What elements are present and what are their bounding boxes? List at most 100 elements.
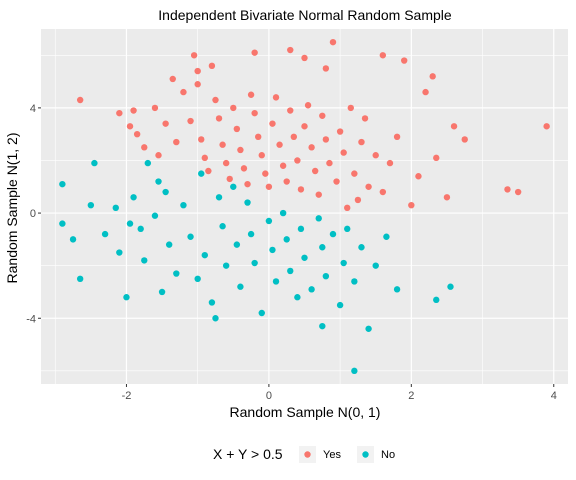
- data-point-yes: [244, 180, 251, 188]
- x-axis: -2 0 2 4: [122, 384, 557, 402]
- data-point-yes: [354, 196, 362, 204]
- legend-key-yes: [304, 451, 311, 458]
- data-point-yes: [386, 159, 394, 167]
- data-point-yes: [162, 120, 169, 127]
- data-point-yes: [230, 104, 237, 112]
- data-point-no: [365, 325, 372, 332]
- data-point-yes: [504, 186, 511, 193]
- y-axis: -4 0 4: [26, 103, 41, 325]
- data-point-no: [144, 159, 152, 167]
- data-point-yes: [408, 201, 415, 209]
- data-point-no: [272, 278, 280, 285]
- data-point-no: [393, 286, 401, 293]
- data-point-yes: [237, 146, 244, 154]
- data-point-no: [101, 230, 109, 238]
- data-point-yes: [461, 136, 468, 143]
- data-point-yes: [294, 157, 301, 164]
- data-point-yes: [151, 104, 159, 112]
- data-point-no: [322, 272, 330, 280]
- legend: X + Y > 0.5 Yes No: [213, 446, 395, 463]
- data-points: [59, 38, 550, 375]
- data-point-no: [87, 201, 95, 209]
- data-point-yes: [141, 144, 148, 151]
- data-point-no: [358, 244, 365, 251]
- data-point-yes: [212, 96, 219, 104]
- data-point-yes: [155, 152, 162, 159]
- data-point-yes: [308, 144, 315, 151]
- data-point-no: [237, 283, 244, 290]
- data-point-no: [344, 225, 351, 233]
- data-point-no: [258, 309, 265, 317]
- data-point-yes: [450, 123, 458, 130]
- data-point-no: [233, 241, 241, 248]
- data-point-no: [158, 288, 166, 296]
- data-point-yes: [433, 154, 440, 162]
- data-point-no: [69, 236, 77, 243]
- x-tick-label: -2: [122, 390, 132, 402]
- data-point-yes: [297, 186, 305, 193]
- data-point-no: [112, 204, 119, 212]
- data-point-no: [433, 296, 440, 304]
- data-point-yes: [276, 141, 283, 148]
- data-point-yes: [233, 125, 241, 133]
- legend-key-no: [362, 451, 369, 458]
- data-point-no: [59, 220, 66, 227]
- data-point-yes: [393, 133, 401, 141]
- data-point-yes: [287, 107, 294, 114]
- data-point-no: [126, 220, 134, 227]
- data-point-yes: [315, 191, 322, 198]
- data-point-yes: [173, 138, 180, 146]
- data-point-no: [336, 301, 344, 309]
- data-point-no: [173, 270, 180, 277]
- legend-items: Yes No: [299, 446, 395, 463]
- data-point-yes: [222, 159, 230, 167]
- data-point-no: [137, 225, 144, 233]
- data-point-no: [208, 299, 216, 306]
- data-point-yes: [133, 130, 141, 138]
- data-point-yes: [116, 109, 123, 117]
- data-point-no: [294, 294, 301, 301]
- data-point-no: [319, 322, 326, 330]
- data-point-yes: [422, 88, 429, 96]
- data-point-yes: [322, 65, 330, 72]
- data-point-no: [91, 159, 98, 167]
- data-point-no: [155, 178, 162, 185]
- data-point-no: [151, 212, 159, 219]
- data-point-yes: [198, 136, 205, 143]
- data-point-yes: [208, 62, 216, 70]
- data-point-no: [340, 259, 347, 267]
- grid-lines: [41, 29, 568, 384]
- data-point-no: [130, 194, 137, 201]
- data-point-yes: [358, 138, 365, 146]
- data-point-yes: [290, 133, 298, 141]
- data-point-yes: [379, 188, 387, 196]
- data-point-no: [198, 170, 205, 177]
- data-point-no: [194, 275, 201, 283]
- data-point-yes: [130, 107, 137, 114]
- data-point-yes: [365, 183, 372, 190]
- data-point-no: [315, 215, 322, 222]
- y-tick-label: 4: [30, 103, 36, 115]
- data-point-yes: [279, 162, 287, 169]
- data-point-yes: [76, 96, 84, 104]
- data-point-yes: [340, 149, 347, 156]
- data-point-yes: [258, 152, 265, 159]
- data-point-yes: [344, 204, 351, 212]
- data-point-no: [222, 262, 230, 269]
- y-tick-label: -4: [26, 313, 36, 325]
- data-point-no: [283, 236, 290, 243]
- data-point-yes: [215, 115, 223, 122]
- y-axis-title: Random Sample N(1, 2): [4, 133, 20, 284]
- legend-label-yes: Yes: [323, 449, 341, 461]
- legend-label-no: No: [381, 449, 395, 461]
- data-point-yes: [269, 120, 276, 127]
- data-point-yes: [326, 159, 333, 167]
- data-point-yes: [361, 115, 369, 122]
- data-point-yes: [251, 49, 258, 56]
- data-point-no: [244, 199, 251, 206]
- data-point-no: [372, 262, 379, 269]
- data-point-no: [162, 188, 169, 196]
- data-point-yes: [347, 104, 354, 112]
- data-point-no: [123, 294, 130, 301]
- data-point-yes: [180, 88, 187, 96]
